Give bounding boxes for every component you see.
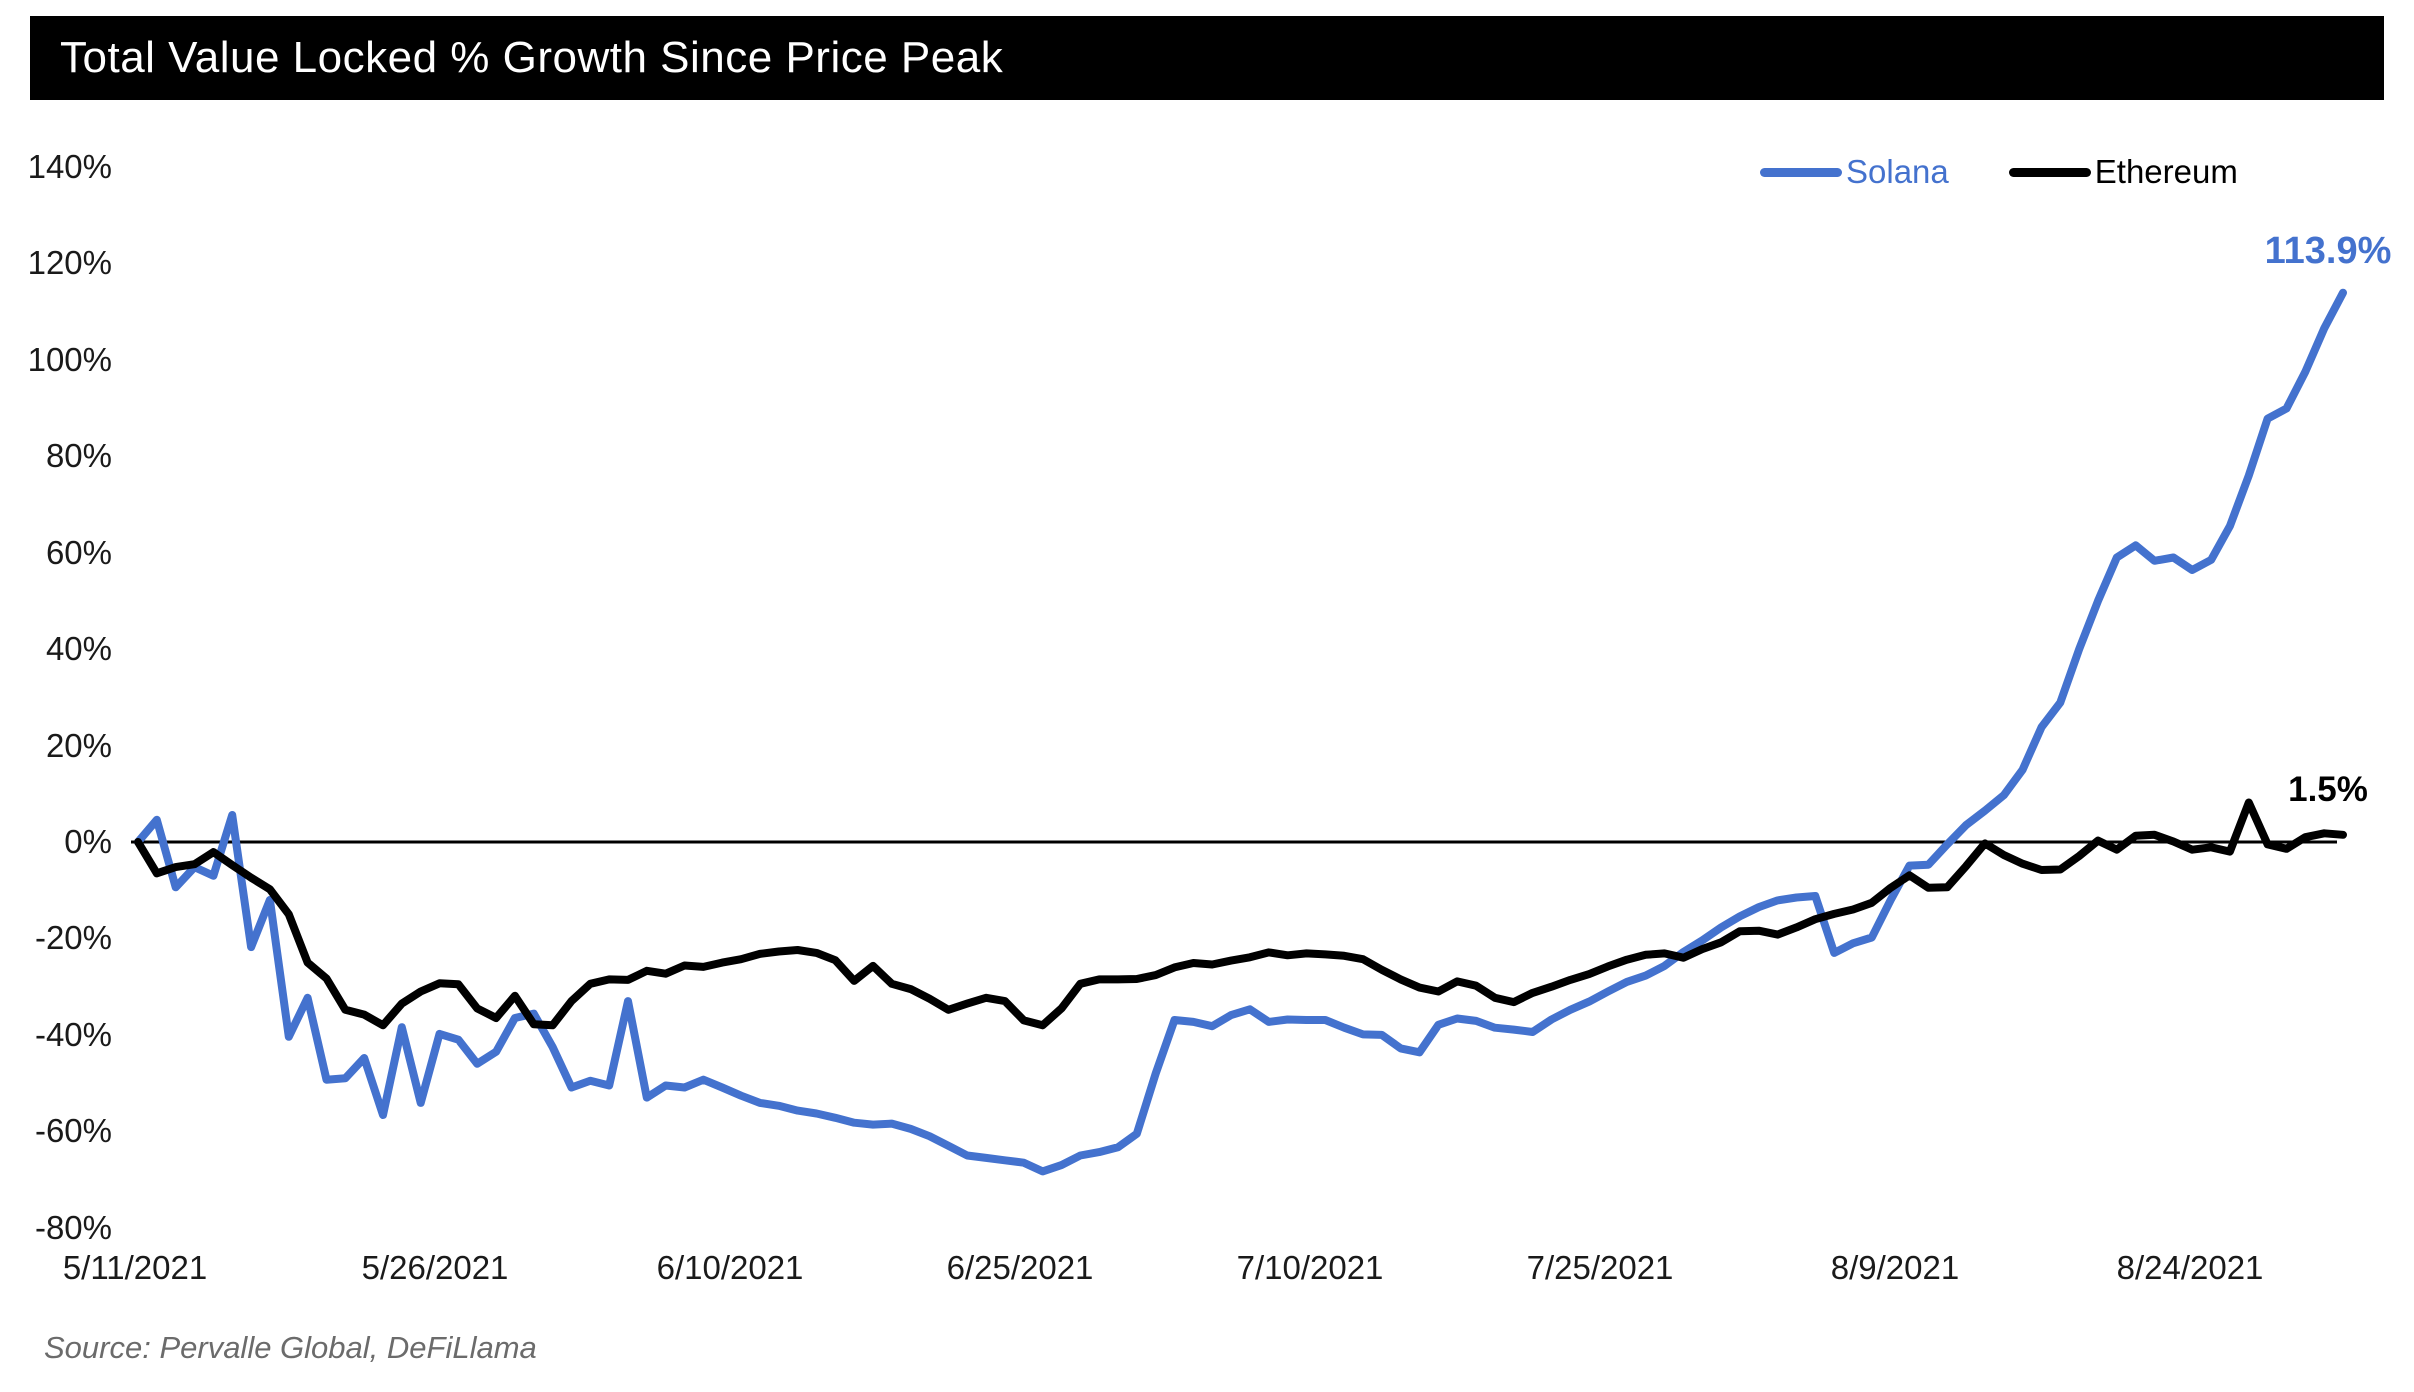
- ethereum-line-series: [134, 798, 2347, 1030]
- solana-line-series: [134, 288, 2347, 1176]
- y-tick-label: 80%: [45, 437, 112, 475]
- x-tick-label: 6/25/2021: [946, 1249, 1094, 1286]
- legend-label-ethereum: Ethereum: [2094, 153, 2238, 190]
- x-tick-label: 5/11/2021: [62, 1249, 208, 1286]
- source-note: Source: Pervalle Global, DeFiLlama: [44, 1330, 537, 1365]
- solana-line-swatch-icon: [1760, 167, 1842, 177]
- y-tick-label: 40%: [45, 630, 112, 668]
- y-tick-label: -40%: [34, 1015, 112, 1053]
- y-tick-label: 120%: [27, 244, 112, 282]
- y-tick-label: 140%: [27, 147, 112, 185]
- x-tick-label: 7/25/2021: [1526, 1249, 1674, 1286]
- y-tick-label: 100%: [27, 340, 112, 378]
- solana-end-value-label: 113.9%: [2264, 230, 2392, 272]
- y-tick-label: 20%: [45, 726, 112, 764]
- x-tick-label: 7/10/2021: [1236, 1249, 1384, 1286]
- legend-item-ethereum: Ethereum: [2008, 153, 2238, 191]
- y-tick-label: -20%: [34, 919, 112, 957]
- page-title: Total Value Locked % Growth Since Price …: [60, 33, 1004, 82]
- x-tick-label: 6/10/2021: [656, 1249, 804, 1286]
- y-tick-label: -80%: [34, 1208, 112, 1246]
- title-bar: Total Value Locked % Growth Since Price …: [30, 16, 2384, 100]
- x-tick-label: 5/26/2021: [361, 1249, 509, 1286]
- y-tick-label: -60%: [34, 1112, 112, 1150]
- legend-label-solana: Solana: [1846, 153, 1949, 190]
- x-tick-label: 8/24/2021: [2116, 1249, 2264, 1286]
- chart-legend: Solana Ethereum: [1760, 146, 2238, 198]
- y-tick-label: 60%: [45, 533, 112, 571]
- x-tick-label: 8/9/2021: [1830, 1249, 1960, 1286]
- y-tick-label: 0%: [64, 823, 112, 860]
- ethereum-line-swatch-icon: [2008, 167, 2091, 177]
- legend-item-solana: Solana: [1760, 153, 1949, 191]
- ethereum-end-value-label: 1.5%: [2288, 770, 2368, 809]
